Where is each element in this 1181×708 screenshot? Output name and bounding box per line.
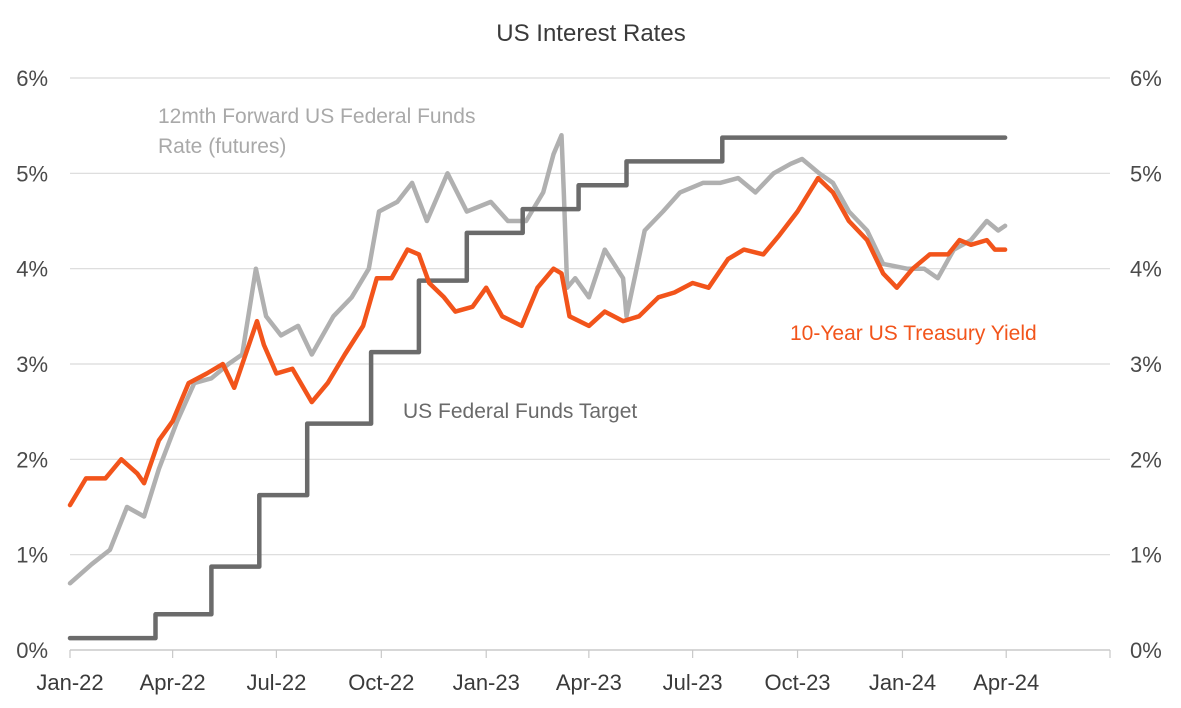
series-line-10-year-us-treasury-yield — [67, 175, 1008, 508]
series-line-us-federal-funds-target — [67, 135, 1008, 641]
y-tick-label-left: 2% — [16, 447, 48, 472]
y-tick-label-left: 1% — [16, 543, 48, 568]
y-tick-label-left: 5% — [16, 161, 48, 186]
x-tick-label: Oct-22 — [348, 670, 414, 695]
y-tick-label-right: 6% — [1130, 66, 1162, 91]
y-tick-label-left: 4% — [16, 257, 48, 282]
x-tick-label: Jan-24 — [869, 670, 936, 695]
y-tick-label-left: 3% — [16, 352, 48, 377]
y-tick-label-right: 1% — [1130, 543, 1162, 568]
y-tick-label-right: 3% — [1130, 352, 1162, 377]
series-lines — [67, 132, 1008, 641]
x-tick-label: Jan-22 — [36, 670, 103, 695]
y-tick-label-right: 2% — [1130, 447, 1162, 472]
x-axis: Jan-22 Apr-22 Jul-22 Oct-22 Jan-23 Apr-23 Jul-… — [36, 649, 1111, 695]
treasury-label: 10-Year US Treasury Yield — [790, 322, 1037, 345]
y-tick-label-right: 4% — [1130, 257, 1162, 282]
futures-label-line2: Rate (futures) — [158, 135, 286, 158]
y-tick-label-right: 5% — [1130, 161, 1162, 186]
futures-label-line1: 12mth Forward US Federal Funds — [158, 105, 475, 128]
x-tick-label: Jul-22 — [246, 670, 306, 695]
x-tick-label: Jan-23 — [453, 670, 520, 695]
chart-title: US Interest Rates — [496, 20, 685, 47]
target-label: US Federal Funds Target — [403, 400, 637, 423]
y-tick-label-left: 6% — [16, 66, 48, 91]
right-y-axis: 0% 1% 2% 3% 4% 5% 6% — [1130, 66, 1162, 663]
x-tick-label: Apr-22 — [140, 670, 206, 695]
left-y-axis: 0% 1% 2% 3% 4% 5% 6% — [16, 66, 48, 663]
x-tick-label: Apr-24 — [973, 670, 1039, 695]
y-tick-label-right: 0% — [1130, 638, 1162, 663]
x-tick-label: Jul-23 — [663, 670, 723, 695]
x-tick-label: Apr-23 — [556, 670, 622, 695]
x-tick-label: Oct-23 — [765, 670, 831, 695]
y-tick-label-left: 0% — [16, 638, 48, 663]
series-line-12mth-forward-us-federal-funds-rate-futures — [67, 132, 1008, 586]
